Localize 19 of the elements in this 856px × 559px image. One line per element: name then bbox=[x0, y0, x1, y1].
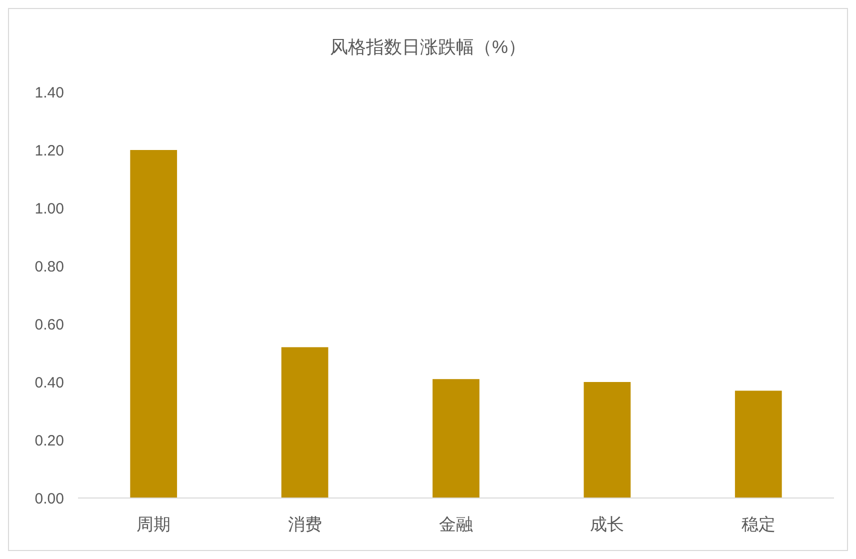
y-tick-label: 0.40 bbox=[34, 374, 64, 392]
x-tick-label: 成长 bbox=[590, 515, 624, 534]
bar bbox=[584, 382, 631, 498]
y-tick-label: 1.00 bbox=[34, 200, 64, 218]
y-tick-label: 0.20 bbox=[34, 432, 64, 450]
bar bbox=[281, 347, 328, 498]
y-tick-label: 0.00 bbox=[34, 490, 64, 508]
bar bbox=[130, 150, 178, 498]
y-tick-label: 1.40 bbox=[34, 84, 64, 102]
x-tick-label: 消费 bbox=[288, 515, 322, 534]
chart-title: 风格指数日涨跌幅（%） bbox=[330, 37, 526, 57]
bar bbox=[734, 390, 782, 498]
x-tick-label: 稳定 bbox=[741, 515, 776, 534]
x-tick-label: 金融 bbox=[439, 515, 473, 534]
y-tick-label: 1.20 bbox=[34, 142, 64, 160]
bar bbox=[432, 379, 480, 498]
x-tick-label: 周期 bbox=[136, 515, 171, 534]
y-tick-label: 0.60 bbox=[34, 316, 64, 334]
y-tick-label: 0.80 bbox=[34, 258, 64, 276]
